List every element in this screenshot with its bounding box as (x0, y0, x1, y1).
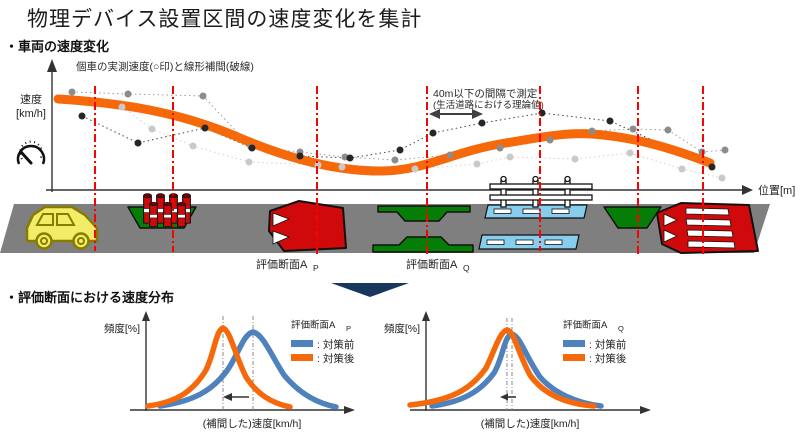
section-heading-distribution: ・評価断面における速度分布 (5, 290, 175, 305)
dist-chart-aq: 頻度[%] (補間した)速度[km/h] 評価断面A Q : 対策前 : 対策後 (384, 311, 651, 430)
y-axis-label-2: [km/h] (16, 108, 46, 120)
interval-note: 40m以下の間隔で測定 (生活道路における理論値) (429, 87, 544, 119)
x-axis-label-aq: (補間した)速度[km/h] (481, 417, 580, 430)
measured-series-dark (81, 112, 713, 168)
data-point (446, 151, 454, 159)
data-point (718, 174, 726, 182)
x-axis-label: 位置[m] (758, 183, 795, 197)
data-point (626, 149, 634, 157)
average-speed-curve (53, 94, 715, 176)
data-point (721, 146, 729, 154)
section-label-p-sub: P (313, 263, 319, 273)
data-point (588, 127, 596, 135)
y-axis: 速度 [km/h] (16, 59, 57, 192)
data-point (429, 129, 437, 137)
svg-text:評価断面A: 評価断面A (563, 319, 608, 331)
legend-swatch-before (291, 340, 313, 347)
x-axis-label-ap: (補間した)速度[km/h] (203, 417, 302, 430)
data-point (245, 158, 253, 166)
data-point (248, 144, 256, 152)
legend-before-label: : 対策前 (589, 338, 626, 351)
legend-ap-sub: P (346, 324, 351, 333)
data-point (708, 163, 716, 171)
section-heading-speed: ・車両の速度変化 (5, 39, 110, 54)
section-label-q: 評価断面A Q (406, 257, 470, 273)
car-icon (25, 205, 99, 250)
data-point (506, 153, 514, 161)
data-point (346, 154, 354, 162)
data-point (678, 165, 686, 173)
data-point (606, 117, 614, 125)
legend-swatch-before (563, 340, 585, 347)
data-point (148, 125, 156, 133)
raised-crosswalk-icon (656, 202, 759, 254)
data-point (199, 92, 207, 100)
fence-icon (478, 175, 593, 250)
svg-text:評価断面A: 評価断面A (291, 319, 336, 331)
y-axis-label-1: 速度 (20, 92, 42, 106)
data-point (411, 165, 419, 173)
interval-note-line1: 40m以下の間隔で測定 (433, 87, 538, 100)
legend-before-label: : 対策前 (317, 338, 354, 351)
legend-after-label: : 対策後 (589, 352, 627, 365)
legend-aq: 評価断面A Q : 対策前 : 対策後 (563, 319, 627, 365)
page-title: 物理デバイス設置区間の速度変化を集計 (27, 8, 423, 31)
measured-points-dark (78, 109, 716, 171)
hump-icon (268, 200, 347, 252)
after-curve-aq (407, 327, 597, 409)
data-point (296, 152, 304, 160)
data-point (391, 156, 399, 164)
legend-after-label: : 対策後 (317, 352, 355, 365)
data-point (124, 90, 132, 98)
data-point (473, 160, 481, 168)
distribution-figure: 頻度[%] (補間した)速度[km/h] 評価断面A P : 対策前 : 対策後 (104, 311, 651, 430)
evaluation-cut-lines (94, 86, 704, 257)
legend-swatch-after (291, 354, 313, 361)
island-icon (603, 206, 662, 229)
data-point (478, 119, 486, 127)
svg-text:評価断面A: 評価断面A (406, 257, 458, 271)
legend-swatch-after (563, 354, 585, 361)
section-label-p: 評価断面A P (256, 257, 319, 273)
speedometer-icon (16, 140, 46, 165)
shift-arrow-aq (500, 393, 516, 401)
measured-speed-note: 個車の実測速度(○印)と線形補間(破線) (76, 60, 254, 73)
data-point (496, 144, 504, 152)
section-label-q-sub: Q (463, 263, 470, 273)
bollard-island-icon (127, 193, 197, 229)
data-point (68, 88, 76, 96)
flow-arrow-down-icon (331, 283, 409, 297)
x-axis: 位置[m] (46, 183, 795, 197)
data-point (546, 136, 554, 144)
data-point (664, 126, 672, 134)
svg-text:評価断面A: 評価断面A (256, 257, 308, 271)
freq-axis-label-ap: 頻度[%] (104, 322, 140, 335)
freq-axis-label-aq: 頻度[%] (384, 322, 420, 335)
after-curve-ap (145, 325, 293, 410)
data-point (396, 146, 404, 154)
measured-points-light (118, 103, 726, 182)
data-point (629, 125, 637, 133)
speed-profile-figure: 速度 [km/h] 位置[m] 個車の実測速度(○印)と線形補間(破線) (0, 59, 795, 297)
data-point (118, 103, 126, 111)
data-point (571, 155, 579, 163)
before-curve-ap (157, 329, 339, 410)
interval-note-line2: (生活道路における理論値) (433, 99, 544, 111)
data-point (78, 112, 86, 120)
data-point (134, 139, 142, 147)
legend-aq-sub: Q (618, 324, 624, 333)
double-arrow-icon (429, 109, 483, 119)
data-point (189, 142, 197, 150)
legend-ap: 評価断面A P : 対策前 : 対策後 (291, 319, 355, 365)
shift-arrow-ap (223, 393, 249, 401)
data-point (201, 124, 209, 132)
dist-chart-ap: 頻度[%] (補間した)速度[km/h] 評価断面A P : 対策前 : 対策後 (104, 311, 355, 430)
data-point (338, 163, 346, 171)
choker-icons (372, 205, 474, 253)
